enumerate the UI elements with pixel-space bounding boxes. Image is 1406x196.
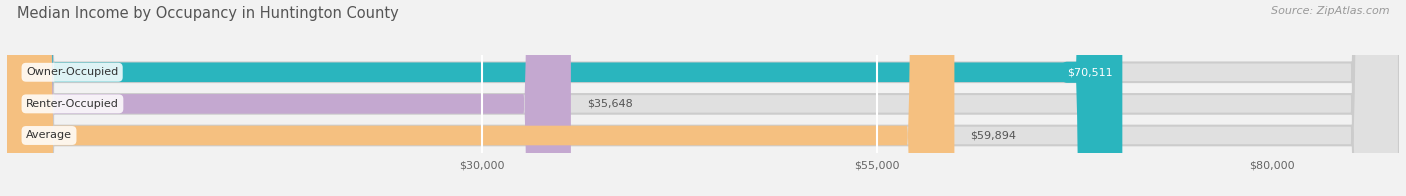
FancyBboxPatch shape — [7, 0, 1399, 196]
Text: $59,894: $59,894 — [970, 131, 1017, 141]
FancyBboxPatch shape — [7, 0, 1122, 196]
Text: $70,511: $70,511 — [1067, 67, 1112, 77]
Text: Renter-Occupied: Renter-Occupied — [25, 99, 120, 109]
Text: Owner-Occupied: Owner-Occupied — [25, 67, 118, 77]
FancyBboxPatch shape — [7, 0, 955, 196]
Text: $35,648: $35,648 — [586, 99, 633, 109]
FancyBboxPatch shape — [7, 0, 571, 196]
Text: Source: ZipAtlas.com: Source: ZipAtlas.com — [1271, 6, 1389, 16]
Text: Median Income by Occupancy in Huntington County: Median Income by Occupancy in Huntington… — [17, 6, 399, 21]
Text: Average: Average — [25, 131, 72, 141]
FancyBboxPatch shape — [7, 0, 1399, 196]
FancyBboxPatch shape — [7, 0, 1399, 196]
